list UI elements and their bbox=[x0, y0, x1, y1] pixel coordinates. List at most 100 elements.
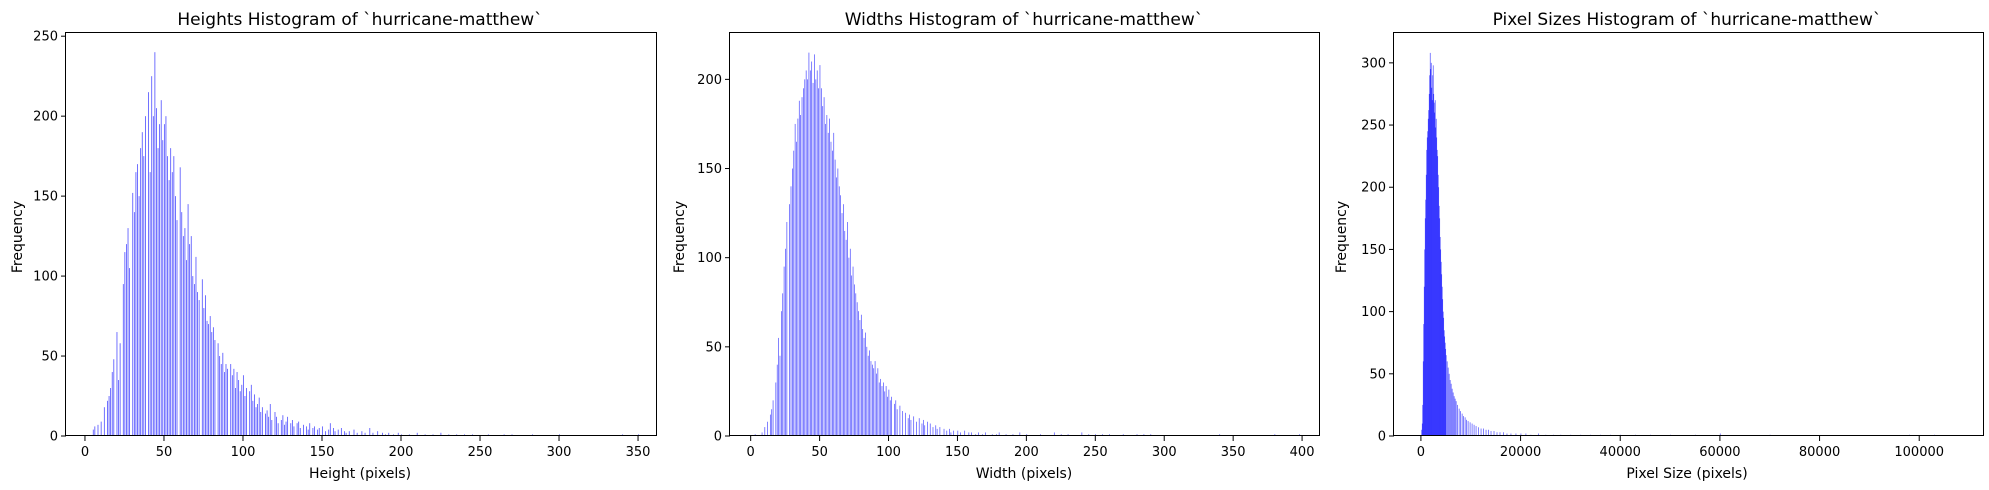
pixel-sizes-y-tick-label: 200 bbox=[1361, 181, 1386, 196]
pixel-sizes-bar bbox=[1434, 100, 1436, 437]
pixel-sizes-bar bbox=[1510, 433, 1512, 436]
widths-bar bbox=[812, 82, 814, 437]
widths-bar bbox=[794, 123, 796, 436]
widths-bar bbox=[978, 432, 979, 436]
heights-bar bbox=[285, 421, 287, 436]
widths-axis-ticks: 0 50 100 150 200 250 300 350 400 0 50 100 150 200 bbox=[697, 73, 1314, 460]
heights-bar bbox=[416, 432, 418, 436]
pixel-sizes-y-tick-label: 0 bbox=[1378, 430, 1386, 445]
widths-bar bbox=[778, 337, 779, 436]
widths-bar bbox=[789, 204, 790, 436]
heights-bar bbox=[152, 116, 154, 436]
heights-bar bbox=[157, 148, 159, 436]
widths-bar bbox=[808, 52, 810, 437]
widths-bar bbox=[832, 150, 833, 436]
heights-bar bbox=[163, 124, 165, 437]
widths-bar bbox=[916, 421, 917, 436]
pixel-sizes-bar bbox=[1445, 355, 1447, 436]
heights-bar bbox=[211, 332, 213, 436]
widths-bar bbox=[968, 432, 970, 436]
heights-bar bbox=[377, 431, 379, 436]
heights-bar bbox=[225, 364, 227, 436]
heights-bar bbox=[201, 279, 203, 436]
heights-bar bbox=[182, 236, 184, 436]
pixel-sizes-bar bbox=[1444, 342, 1446, 436]
heights-bar bbox=[242, 375, 244, 436]
heights-bar bbox=[138, 196, 140, 436]
widths-bar bbox=[837, 168, 839, 436]
pixel-sizes-bar bbox=[1446, 361, 1448, 436]
pixel-sizes-bar bbox=[1469, 422, 1471, 436]
pixel-sizes-y-tick-label: 250 bbox=[1361, 119, 1386, 134]
pixel-sizes-bar bbox=[1436, 149, 1438, 437]
pixel-sizes-bar bbox=[1499, 432, 1501, 436]
widths-bar bbox=[851, 275, 853, 436]
heights-bar bbox=[382, 432, 383, 436]
pixel-sizes-bar bbox=[1437, 156, 1439, 436]
widths-bar bbox=[772, 400, 774, 436]
heights-bar bbox=[348, 431, 350, 436]
pixel-sizes-bar bbox=[1442, 299, 1444, 436]
heights-bar bbox=[230, 364, 232, 436]
heights-bar bbox=[209, 316, 211, 436]
pixel-sizes-bar bbox=[1447, 367, 1449, 436]
widths-bar bbox=[797, 118, 799, 436]
heights-bar bbox=[329, 423, 331, 436]
heights-bar bbox=[353, 429, 355, 436]
heights-bar bbox=[282, 415, 284, 436]
pixel-sizes-bar bbox=[1480, 428, 1482, 436]
pixel-sizes-bar bbox=[1423, 286, 1425, 436]
pixel-sizes-bar bbox=[1538, 433, 1539, 436]
widths-bar bbox=[825, 123, 826, 436]
heights-bar bbox=[328, 429, 330, 436]
heights-bar bbox=[149, 172, 151, 436]
heights-bar bbox=[290, 423, 292, 436]
widths-bar bbox=[924, 425, 926, 436]
widths-bars bbox=[754, 52, 1301, 437]
heights-bar bbox=[255, 407, 257, 436]
heights-bar bbox=[168, 180, 170, 436]
widths-bar bbox=[841, 213, 843, 436]
heights-bar bbox=[140, 148, 142, 436]
heights-bar bbox=[372, 432, 374, 436]
widths-bar bbox=[807, 79, 808, 437]
pixel-sizes-bar bbox=[1493, 431, 1495, 436]
pixel-sizes-x-tick-label: 100000 bbox=[1894, 445, 1944, 460]
widths-bar bbox=[826, 115, 828, 436]
pixel-sizes-bar bbox=[1436, 137, 1438, 437]
heights-x-tick-label: 200 bbox=[389, 445, 414, 460]
widths-bar bbox=[888, 389, 890, 436]
pixel-sizes-bar bbox=[1421, 429, 1423, 436]
heights-bar bbox=[271, 420, 273, 436]
widths-bar bbox=[929, 423, 931, 436]
heights-bar bbox=[254, 394, 255, 436]
heights-bar bbox=[173, 156, 175, 436]
widths-bar bbox=[907, 418, 909, 436]
widths-bar bbox=[877, 368, 879, 436]
pixel-sizes-bar bbox=[1422, 404, 1424, 436]
heights-bar bbox=[244, 396, 246, 436]
pixel-sizes-bar bbox=[1439, 218, 1441, 436]
widths-y-tick-label: 50 bbox=[705, 340, 722, 355]
heights-bar bbox=[246, 388, 247, 436]
heights-bar bbox=[192, 276, 194, 436]
heights-bar bbox=[156, 108, 157, 436]
widths-bar bbox=[836, 177, 837, 436]
pixel-sizes-bar bbox=[1455, 401, 1457, 436]
heights-bar bbox=[298, 421, 300, 436]
widths-bar bbox=[859, 320, 861, 436]
widths-bar bbox=[960, 432, 961, 436]
widths-bar bbox=[844, 230, 846, 436]
widths-x-tick-label: 350 bbox=[1221, 445, 1246, 460]
pixel-sizes-bar bbox=[1429, 75, 1431, 436]
widths-bar bbox=[878, 382, 880, 436]
heights-bar bbox=[334, 431, 336, 436]
heights-bar bbox=[179, 167, 181, 436]
heights-bar bbox=[277, 423, 279, 436]
widths-bar bbox=[866, 346, 868, 436]
widths-bar bbox=[870, 361, 872, 436]
heights-bar bbox=[220, 364, 222, 436]
widths-bar bbox=[1053, 432, 1055, 436]
pixel-sizes-bar bbox=[1464, 417, 1466, 436]
pixel-sizes-bar bbox=[1438, 187, 1440, 436]
